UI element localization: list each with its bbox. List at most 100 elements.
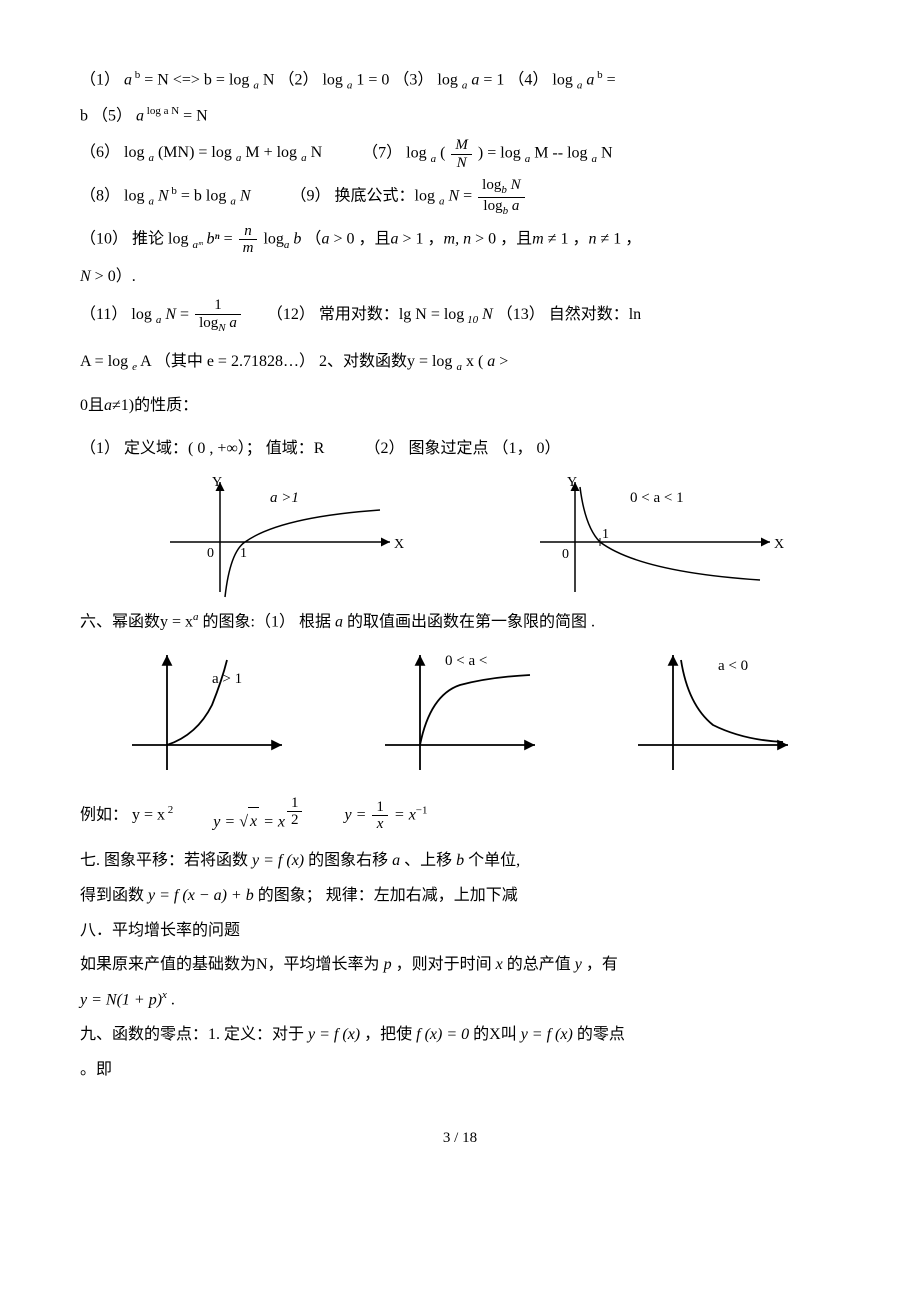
- txt: x (: [466, 353, 483, 370]
- t: log: [483, 198, 502, 214]
- var-a: a: [471, 71, 479, 88]
- formula-8: （8） log a N b = b log a N: [80, 182, 251, 212]
- txt: ≠1)的性质：: [112, 397, 198, 414]
- var-a: a: [124, 71, 132, 88]
- txt: M -- log: [534, 145, 587, 162]
- axis-x: X: [394, 537, 404, 552]
- sub-a: a: [431, 153, 437, 165]
- txt: 的图象:（1） 根据: [203, 613, 331, 630]
- var-m: m: [532, 230, 544, 247]
- yfx: y = f (x): [308, 1026, 360, 1043]
- formula-line-11-13: （11） log a N = 1 logN a （12） 常用对数：lg N =…: [80, 297, 840, 334]
- bn: bⁿ: [207, 230, 220, 247]
- fx0: f (x) = 0: [416, 1026, 469, 1043]
- var-a: a: [136, 108, 144, 125]
- num: logb N: [478, 177, 524, 197]
- txt: （: [305, 230, 321, 247]
- exp-2: 2: [165, 804, 173, 816]
- formula-7: （7） log a ( M N ) = log a M -- log a N: [362, 137, 612, 171]
- properties-line: （1） 定义域：( 0 , +∞）； 值域：R （2） 图象过定点 （1， 0）: [80, 435, 840, 464]
- axis-x: X: [774, 537, 784, 552]
- txt: 的图象右移: [308, 852, 388, 869]
- examples-line: 例如： y = x 2 y = √x = x12 y = 1 x = x−1: [80, 795, 840, 837]
- label: 0 < a < 1: [630, 490, 684, 506]
- sub-am: aᵐ: [192, 238, 202, 250]
- exp-a: a: [193, 611, 199, 623]
- frac-change-base: logb N logb a: [478, 177, 524, 216]
- t: log: [199, 315, 218, 331]
- txt: = x: [394, 807, 416, 824]
- frac-1-x: 1 x: [372, 799, 388, 833]
- txt: （8） log: [80, 187, 144, 204]
- txt: ，把使: [364, 1026, 412, 1043]
- t: a: [226, 315, 237, 331]
- power-graph-a-gt-1: a > 1: [117, 645, 297, 775]
- formula-9: （9） 换底公式：log a N = logb N logb a: [291, 177, 527, 216]
- formula-line-2: b （5） a log a N = N: [80, 102, 840, 131]
- sub-a: a: [230, 195, 236, 207]
- txt: （13） 自然对数：ln: [497, 306, 641, 323]
- txt: ，: [428, 230, 444, 247]
- txt: y =: [213, 813, 239, 830]
- exp-logaN: log a N: [144, 105, 179, 117]
- page-number: 3 / 18: [80, 1125, 840, 1152]
- txt: 得到函数: [80, 887, 148, 904]
- sub-a: a: [592, 153, 598, 165]
- formula-line-10b: N > 0）.: [80, 263, 840, 292]
- var-N: N: [158, 187, 169, 204]
- txt: M + log: [245, 144, 297, 161]
- txt: = N <=> b = log: [144, 71, 249, 88]
- den: N: [451, 155, 472, 172]
- ex1: 例如： y = x 2: [80, 801, 173, 830]
- sub-a: a: [148, 153, 154, 165]
- sub-a: a: [525, 153, 531, 165]
- txt: （6） log: [80, 144, 144, 161]
- label: a > 1: [212, 671, 242, 687]
- sub-a: a: [156, 315, 162, 327]
- section-8: 八．平均增长率的问题: [80, 917, 840, 946]
- axis-0: 0: [562, 547, 569, 562]
- exp-half: 12: [285, 805, 305, 817]
- sub-a: a: [148, 195, 154, 207]
- axis-y: Y: [567, 475, 577, 490]
- txt: 的取值画出函数在第一象限的简图 .: [347, 613, 595, 630]
- txt: 0且: [80, 397, 104, 414]
- exp-b: b: [169, 185, 177, 197]
- label: a >1: [270, 490, 299, 506]
- txt: log: [263, 230, 283, 247]
- frac-inv: 1 logN a: [195, 297, 241, 334]
- var-x: x: [496, 956, 503, 973]
- yfx: y = f (x): [521, 1026, 573, 1043]
- txt: > 0）.: [91, 268, 136, 285]
- var-a: a: [335, 613, 343, 630]
- log-graph-a-gt-1: Y X 0 1 a >1: [130, 472, 410, 602]
- sub-a: a: [439, 196, 445, 208]
- num: 1: [372, 799, 388, 817]
- t: N: [218, 322, 225, 334]
- var-a: a: [104, 397, 112, 414]
- den: logb a: [478, 198, 524, 217]
- t: 1: [287, 795, 303, 813]
- log-graph-a-lt-1: Y X 0 1 0 < a < 1: [510, 472, 790, 602]
- var-n: n: [589, 230, 597, 247]
- txt: > 0: [471, 230, 496, 247]
- txt: 的零点: [577, 1026, 625, 1043]
- txt: N （2） log: [263, 71, 343, 88]
- txt: 例如： y = x: [80, 807, 165, 824]
- prop1: （1） 定义域：( 0 , +∞）； 值域：R: [80, 435, 324, 464]
- var-a: a: [392, 852, 400, 869]
- den: m: [239, 240, 258, 257]
- sub-e: e: [132, 361, 137, 373]
- formula-line-6-7: （6） log a (MN) = log a M + log a N （7） l…: [80, 137, 840, 171]
- num: n: [239, 223, 258, 241]
- section-7b: 得到函数 y = f (x − a) + b 的图象； 规律：左加右减，上加下减: [80, 882, 840, 911]
- var-p: p: [384, 956, 392, 973]
- var-N: N: [80, 268, 91, 285]
- txt: .: [171, 992, 175, 1009]
- section-7a: 七. 图象平移：若将函数 y = f (x) 的图象右移 a 、上移 b 个单位…: [80, 847, 840, 876]
- var-N: N: [165, 306, 176, 323]
- sub-a: a: [462, 80, 468, 92]
- formula-line-8-9: （8） log a N b = b log a N （9） 换底公式：log a…: [80, 177, 840, 216]
- formula-line-1: （1） a b = N <=> b = log a N （2） log a 1 …: [80, 66, 840, 96]
- txt: N: [601, 145, 613, 162]
